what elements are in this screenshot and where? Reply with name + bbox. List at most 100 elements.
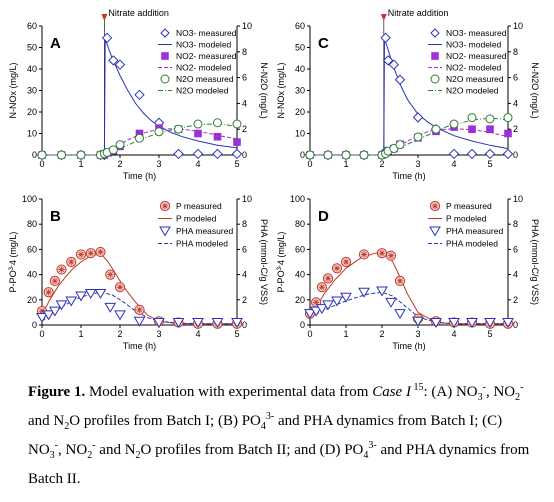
data-point [449,119,459,129]
data-point [305,150,315,160]
legend-label: P modeled [176,214,217,224]
y2-axis-label: N-N2O (mg/L) [259,62,269,119]
annotation-label: Nitrate addition [108,8,169,18]
data-point [154,127,164,137]
data-point [101,32,113,44]
y-tick-label: 20 [27,295,37,305]
data-point [448,317,460,328]
data-point [466,148,478,160]
x-tick-label: 1 [343,329,348,339]
y2-tick-label: 0 [513,150,518,160]
legend-label: PHA measured [176,226,233,236]
data-point [104,302,117,313]
data-point [430,317,442,328]
data-point-mark [51,277,59,285]
x-tick-label: 1 [78,329,83,339]
x-tick-label: 3 [156,329,161,339]
x-tick-label: 4 [195,159,200,169]
y2-tick-label: 10 [513,21,523,31]
panel-label: D [318,208,329,225]
legend-label: P measured [176,201,222,211]
data-point [36,312,48,323]
data-point [382,55,394,66]
x-tick-label: 5 [487,329,492,339]
y-axis-label-sup: 3- [9,265,15,270]
caption-sub: 2 [515,392,521,403]
y-tick-label: 40 [295,64,305,74]
data-point-mark [107,271,114,278]
data-point-mark [333,265,341,272]
y-axis-label-part: P-PO [276,270,286,292]
data-point [213,118,222,128]
legend-label: N2O modeled [176,86,229,96]
x-tick-label: 2 [117,159,122,169]
y2-tick-label: 2 [242,295,247,305]
y2-tick-label: 0 [513,320,518,330]
y-tick-label: 0 [32,150,37,160]
caption-sub: 4 [260,421,266,432]
data-point [431,52,439,60]
caption-text-2: : (A) NO [423,384,478,400]
data-point-mark [77,251,85,258]
series-markers [36,289,243,328]
caption-sup: - [54,440,59,451]
legend-label: N2O measured [446,74,504,84]
caption-text-7: , NO [58,442,88,458]
data-point-mark [360,251,368,258]
y-axis-label: P-PO3-4 (mg/L) [276,232,286,293]
y2-tick-label: 0 [242,320,247,330]
x-tick-label: 0 [307,329,312,339]
y-tick-label: 10 [27,129,37,139]
caption-sub: 2 [135,450,141,461]
data-point-mark [161,202,169,210]
data-point-mark [38,307,46,315]
x-tick-label: 0 [307,159,312,169]
y-axis-label-part: x (mg/L) [276,62,286,95]
y-axis-label-part: x (mg/L) [8,62,18,95]
x-tick-label: 1 [78,159,83,169]
data-point [485,114,495,124]
y-tick-label: 20 [295,107,305,117]
data-point [467,113,477,123]
data-point-mark [87,249,94,257]
y-axis-label-part: P-PO [8,270,18,292]
series-markers [304,286,514,328]
y-tick-label: 60 [295,244,305,254]
data-point [380,32,391,44]
data-point [75,291,87,302]
data-point [376,286,388,297]
caption-text-9: O profiles from Batch II; and (D) PO [140,442,364,458]
x-tick-label: 0 [39,329,44,339]
legend-label: P measured [446,201,492,211]
x-tick-label: 4 [451,159,456,169]
data-point [484,317,496,328]
data-point [503,113,513,123]
data-point [466,317,478,328]
data-point [159,226,171,237]
data-point-mark [58,266,65,273]
data-point [213,132,222,141]
y2-tick-label: 6 [242,73,247,83]
legend-label: PHA measured [446,226,503,236]
x-tick-label: 2 [379,159,384,169]
legend-label: NO3- measured [176,28,237,38]
legend-label: NO2- modeled [446,63,502,73]
y2-tick-label: 0 [242,150,247,160]
legend-label: NO2- measured [446,51,507,61]
data-point [133,316,146,327]
x-tick-label: 3 [415,329,420,339]
x-axis-label: Time (h) [123,341,156,351]
data-point [115,140,125,150]
data-point [233,138,241,146]
y-tick-label: 60 [27,244,37,254]
series-line [310,117,509,156]
y2-tick-label: 6 [513,73,518,83]
data-point [304,309,316,320]
series-markers [304,248,514,329]
data-point [448,148,460,160]
data-point [211,317,224,328]
